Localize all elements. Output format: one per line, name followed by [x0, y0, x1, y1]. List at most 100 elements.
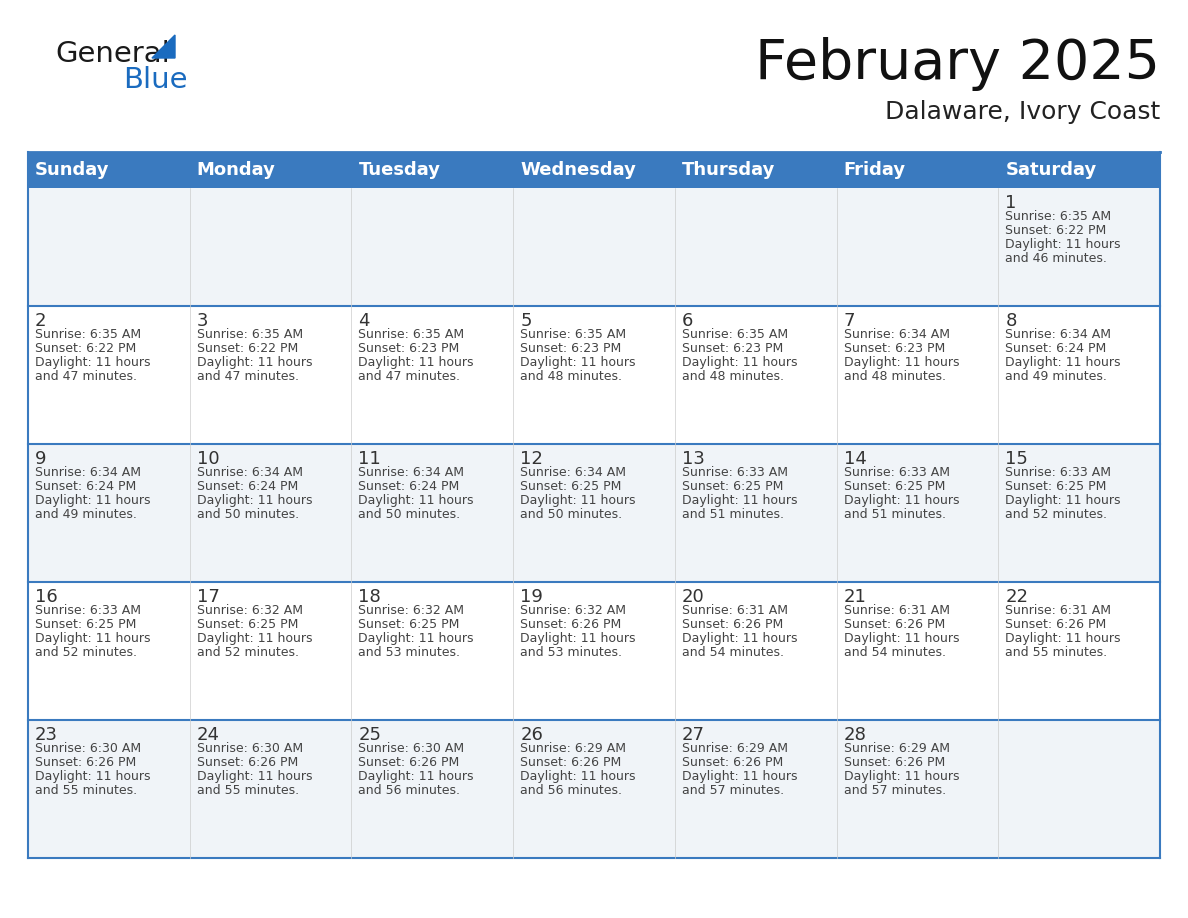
Text: 25: 25 — [359, 726, 381, 744]
Text: 2: 2 — [34, 312, 46, 330]
Text: 21: 21 — [843, 588, 866, 606]
Bar — [513, 152, 675, 188]
Text: Daylight: 11 hours: Daylight: 11 hours — [682, 770, 797, 783]
Text: Daylight: 11 hours: Daylight: 11 hours — [359, 356, 474, 369]
Bar — [836, 444, 998, 582]
Text: and 55 minutes.: and 55 minutes. — [34, 784, 137, 797]
Bar — [513, 582, 675, 720]
Text: Tuesday: Tuesday — [359, 161, 441, 179]
Text: Sunset: 6:24 PM: Sunset: 6:24 PM — [197, 480, 298, 493]
Text: Sunrise: 6:35 AM: Sunrise: 6:35 AM — [1005, 210, 1112, 223]
Text: 23: 23 — [34, 726, 58, 744]
Bar — [352, 188, 513, 306]
Text: Daylight: 11 hours: Daylight: 11 hours — [843, 356, 959, 369]
Bar — [836, 582, 998, 720]
Text: and 50 minutes.: and 50 minutes. — [359, 508, 461, 521]
Text: Daylight: 11 hours: Daylight: 11 hours — [1005, 356, 1120, 369]
Text: and 53 minutes.: and 53 minutes. — [520, 646, 623, 659]
Text: Thursday: Thursday — [682, 161, 776, 179]
Bar — [998, 306, 1159, 444]
Text: February 2025: February 2025 — [756, 37, 1159, 91]
Text: Sunrise: 6:33 AM: Sunrise: 6:33 AM — [682, 466, 788, 479]
Text: Sunset: 6:22 PM: Sunset: 6:22 PM — [34, 342, 137, 355]
Text: Sunset: 6:26 PM: Sunset: 6:26 PM — [359, 756, 460, 769]
Text: Sunrise: 6:34 AM: Sunrise: 6:34 AM — [359, 466, 465, 479]
Bar — [352, 720, 513, 858]
Text: Blue: Blue — [124, 66, 188, 94]
Text: Sunrise: 6:30 AM: Sunrise: 6:30 AM — [34, 742, 141, 755]
Text: Sunrise: 6:30 AM: Sunrise: 6:30 AM — [197, 742, 303, 755]
Text: Daylight: 11 hours: Daylight: 11 hours — [1005, 494, 1120, 507]
Bar — [836, 720, 998, 858]
Text: Daylight: 11 hours: Daylight: 11 hours — [520, 494, 636, 507]
Text: Sunset: 6:25 PM: Sunset: 6:25 PM — [843, 480, 944, 493]
Text: 28: 28 — [843, 726, 866, 744]
Text: Daylight: 11 hours: Daylight: 11 hours — [34, 632, 151, 645]
Text: Sunset: 6:23 PM: Sunset: 6:23 PM — [843, 342, 944, 355]
Text: and 50 minutes.: and 50 minutes. — [197, 508, 299, 521]
Text: and 55 minutes.: and 55 minutes. — [197, 784, 299, 797]
Text: Sunrise: 6:35 AM: Sunrise: 6:35 AM — [34, 328, 141, 341]
Text: 16: 16 — [34, 588, 58, 606]
Text: Sunset: 6:26 PM: Sunset: 6:26 PM — [843, 756, 944, 769]
Bar — [352, 306, 513, 444]
Text: Monday: Monday — [197, 161, 276, 179]
Bar — [190, 152, 352, 188]
Text: and 47 minutes.: and 47 minutes. — [197, 370, 298, 383]
Text: Daylight: 11 hours: Daylight: 11 hours — [843, 632, 959, 645]
Bar — [836, 306, 998, 444]
Text: 5: 5 — [520, 312, 532, 330]
Bar — [190, 306, 352, 444]
Bar — [352, 582, 513, 720]
Text: Sunrise: 6:35 AM: Sunrise: 6:35 AM — [359, 328, 465, 341]
Text: 9: 9 — [34, 450, 46, 468]
Text: 24: 24 — [197, 726, 220, 744]
Text: 26: 26 — [520, 726, 543, 744]
Bar — [675, 306, 836, 444]
Text: Sunrise: 6:34 AM: Sunrise: 6:34 AM — [1005, 328, 1111, 341]
Text: 8: 8 — [1005, 312, 1017, 330]
Bar — [352, 152, 513, 188]
Text: Daylight: 11 hours: Daylight: 11 hours — [359, 494, 474, 507]
Text: Sunrise: 6:32 AM: Sunrise: 6:32 AM — [197, 604, 303, 617]
Text: Sunset: 6:23 PM: Sunset: 6:23 PM — [682, 342, 783, 355]
Bar — [29, 152, 190, 188]
Bar — [675, 444, 836, 582]
Text: and 48 minutes.: and 48 minutes. — [843, 370, 946, 383]
Bar — [29, 582, 190, 720]
Text: Wednesday: Wednesday — [520, 161, 636, 179]
Text: Sunrise: 6:33 AM: Sunrise: 6:33 AM — [1005, 466, 1111, 479]
Text: 3: 3 — [197, 312, 208, 330]
Text: Sunset: 6:22 PM: Sunset: 6:22 PM — [1005, 224, 1106, 237]
Text: Daylight: 11 hours: Daylight: 11 hours — [520, 770, 636, 783]
Text: 20: 20 — [682, 588, 704, 606]
Text: 27: 27 — [682, 726, 704, 744]
Bar — [675, 582, 836, 720]
Bar — [675, 152, 836, 188]
Text: Daylight: 11 hours: Daylight: 11 hours — [34, 494, 151, 507]
Polygon shape — [152, 35, 175, 58]
Text: Sunrise: 6:32 AM: Sunrise: 6:32 AM — [520, 604, 626, 617]
Bar — [836, 152, 998, 188]
Bar — [29, 444, 190, 582]
Text: Sunset: 6:24 PM: Sunset: 6:24 PM — [359, 480, 460, 493]
Text: and 47 minutes.: and 47 minutes. — [34, 370, 137, 383]
Text: 7: 7 — [843, 312, 855, 330]
Text: Sunrise: 6:34 AM: Sunrise: 6:34 AM — [197, 466, 303, 479]
Text: Daylight: 11 hours: Daylight: 11 hours — [359, 632, 474, 645]
Text: Sunrise: 6:35 AM: Sunrise: 6:35 AM — [520, 328, 626, 341]
Bar — [998, 582, 1159, 720]
Bar — [675, 720, 836, 858]
Text: and 47 minutes.: and 47 minutes. — [359, 370, 461, 383]
Text: 14: 14 — [843, 450, 866, 468]
Text: Dalaware, Ivory Coast: Dalaware, Ivory Coast — [885, 100, 1159, 124]
Text: Daylight: 11 hours: Daylight: 11 hours — [682, 632, 797, 645]
Text: Sunrise: 6:29 AM: Sunrise: 6:29 AM — [520, 742, 626, 755]
Text: Daylight: 11 hours: Daylight: 11 hours — [843, 494, 959, 507]
Text: Daylight: 11 hours: Daylight: 11 hours — [520, 356, 636, 369]
Text: Daylight: 11 hours: Daylight: 11 hours — [1005, 632, 1120, 645]
Text: Sunset: 6:26 PM: Sunset: 6:26 PM — [843, 618, 944, 631]
Text: Sunset: 6:26 PM: Sunset: 6:26 PM — [197, 756, 298, 769]
Text: Sunset: 6:25 PM: Sunset: 6:25 PM — [1005, 480, 1107, 493]
Bar — [29, 306, 190, 444]
